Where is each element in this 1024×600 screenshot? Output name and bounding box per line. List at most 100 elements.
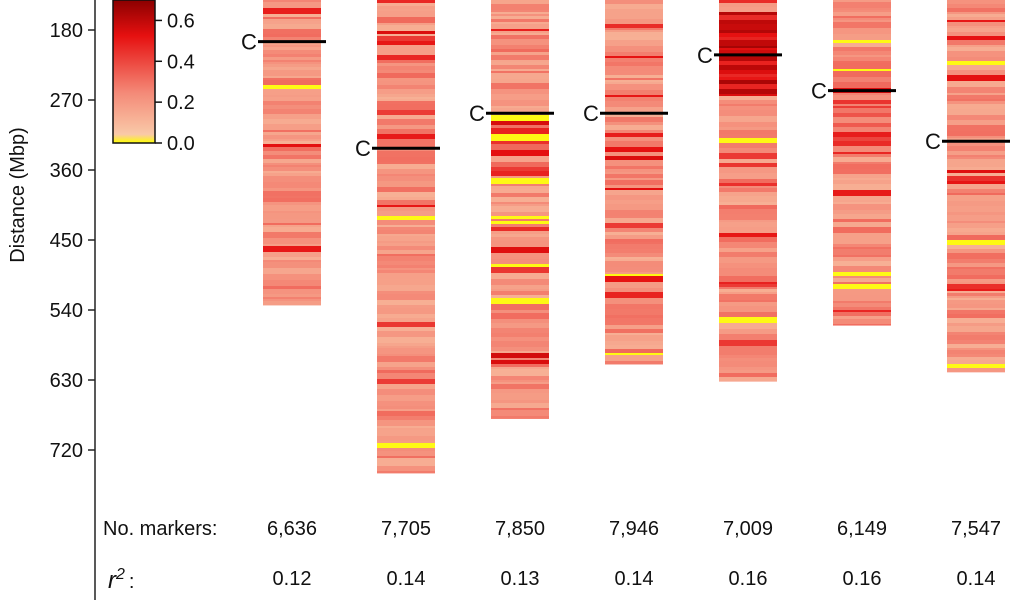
ld-stripe bbox=[947, 275, 1005, 279]
ld-stripe bbox=[833, 10, 891, 12]
ld-stripe bbox=[491, 212, 549, 216]
ld-stripe bbox=[833, 247, 891, 249]
ld-stripe bbox=[605, 185, 663, 188]
ld-stripe bbox=[377, 348, 435, 354]
ld-stripe bbox=[491, 353, 549, 358]
ld-stripe bbox=[833, 227, 891, 233]
ld-stripe bbox=[605, 257, 663, 259]
ld-stripe bbox=[947, 65, 1005, 70]
ld-stripe bbox=[605, 304, 663, 309]
ld-stripe bbox=[377, 225, 435, 227]
ld-stripe bbox=[377, 456, 435, 458]
ld-stripe bbox=[833, 238, 891, 244]
ld-stripe bbox=[947, 267, 1005, 269]
ld-stripe bbox=[833, 57, 891, 61]
ld-stripe bbox=[947, 0, 1005, 4]
ld-stripe bbox=[491, 45, 549, 49]
ld-stripe bbox=[491, 156, 549, 162]
ld-stripe bbox=[947, 360, 1005, 364]
ld-stripe bbox=[719, 130, 777, 134]
ld-stripe bbox=[605, 32, 663, 37]
centromere-label: C bbox=[925, 129, 941, 154]
ld-stripe bbox=[719, 80, 777, 84]
ld-stripe bbox=[491, 108, 549, 113]
ld-stripe bbox=[833, 34, 891, 40]
ld-stripe bbox=[719, 37, 777, 40]
ld-stripe bbox=[377, 97, 435, 99]
ld-stripe bbox=[377, 3, 435, 6]
ld-stripe bbox=[719, 70, 777, 74]
ld-stripe bbox=[263, 211, 321, 213]
ld-stripe bbox=[947, 289, 1005, 291]
ld-stripe bbox=[947, 93, 1005, 95]
ld-stripe bbox=[377, 406, 435, 409]
ld-stripe bbox=[263, 232, 321, 238]
ld-stripe bbox=[377, 314, 435, 318]
ld-stripe bbox=[947, 57, 1005, 61]
ld-stripe bbox=[833, 123, 891, 127]
ld-stripe bbox=[377, 401, 435, 406]
ld-stripe bbox=[377, 78, 435, 81]
ld-stripe bbox=[833, 47, 891, 51]
ld-stripe bbox=[491, 94, 549, 100]
ld-stripe bbox=[491, 29, 549, 31]
ld-stripe bbox=[947, 61, 1005, 65]
ld-stripe bbox=[263, 165, 321, 167]
ld-stripe bbox=[377, 327, 435, 331]
ld-stripe bbox=[719, 355, 777, 358]
ld-stripe bbox=[263, 62, 321, 64]
ld-stripe bbox=[719, 292, 777, 294]
ld-stripe bbox=[947, 279, 1005, 282]
ld-stripe bbox=[947, 284, 1005, 289]
ld-stripe bbox=[719, 270, 777, 276]
ld-stripe bbox=[833, 127, 891, 132]
ld-stripe bbox=[377, 192, 435, 197]
ld-stripe bbox=[491, 176, 549, 178]
ld-stripe bbox=[263, 8, 321, 14]
ld-stripe bbox=[833, 196, 891, 202]
ld-stripe bbox=[605, 223, 663, 228]
ld-stripe bbox=[491, 237, 549, 241]
ld-stripe bbox=[719, 186, 777, 188]
ld-stripe bbox=[833, 210, 891, 214]
ld-stripe bbox=[491, 364, 549, 367]
ld-stripe bbox=[491, 216, 549, 219]
ld-stripe bbox=[377, 426, 435, 428]
ld-stripe bbox=[605, 228, 663, 232]
ld-stripe bbox=[605, 66, 663, 71]
ld-stripe bbox=[377, 458, 435, 461]
ld-stripe bbox=[833, 278, 891, 282]
ld-stripe bbox=[605, 156, 663, 160]
ld-stripe bbox=[377, 41, 435, 45]
ld-stripe bbox=[947, 263, 1005, 267]
ld-stripe bbox=[605, 288, 663, 292]
ld-stripe bbox=[947, 212, 1005, 215]
ld-stripe bbox=[719, 222, 777, 227]
ld-stripe bbox=[947, 40, 1005, 45]
ld-stripe bbox=[491, 167, 549, 171]
colorbar: 0.6 0.4 0.2 0.0 bbox=[112, 0, 195, 155]
ld-stripe bbox=[947, 318, 1005, 323]
ld-stripe bbox=[833, 95, 891, 100]
ld-stripe bbox=[377, 164, 435, 169]
ld-stripe bbox=[833, 113, 891, 117]
ld-stripe bbox=[491, 137, 549, 141]
ld-stripe bbox=[491, 71, 549, 73]
ld-stripe bbox=[833, 28, 891, 34]
chromosome-column: C bbox=[925, 0, 1010, 373]
ld-stripe bbox=[719, 289, 777, 292]
ld-stripe bbox=[377, 70, 435, 73]
ld-stripe bbox=[377, 169, 435, 174]
ld-stripe bbox=[947, 293, 1005, 296]
y-tick-label: 540 bbox=[50, 300, 83, 322]
ld-stripe bbox=[491, 393, 549, 396]
ld-stripe bbox=[491, 347, 549, 351]
ld-stripe bbox=[491, 310, 549, 313]
ld-stripe bbox=[719, 367, 777, 370]
ld-stripe bbox=[263, 67, 321, 70]
markers-value: 6,149 bbox=[836, 518, 888, 540]
ld-stripe bbox=[605, 249, 663, 253]
ld-stripe bbox=[491, 403, 549, 408]
ld-stripe bbox=[833, 18, 891, 20]
y-tick-label: 630 bbox=[50, 370, 83, 392]
